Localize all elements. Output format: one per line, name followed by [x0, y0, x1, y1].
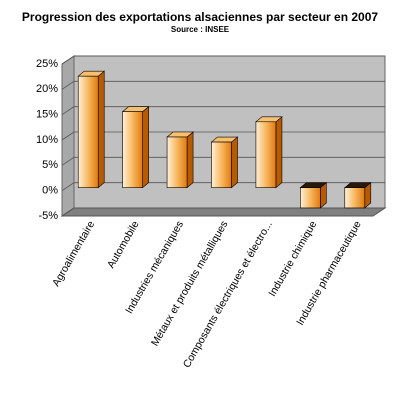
y-tick-label: -5% [38, 210, 58, 222]
chart-title: Progression des exportations alsaciennes… [22, 10, 378, 24]
grid-line [61, 207, 385, 217]
grid-line [61, 106, 385, 115]
bar [77, 75, 99, 188]
y-tick-label: 15% [36, 109, 58, 121]
bar-side [231, 136, 238, 189]
bar-side [97, 70, 105, 189]
y-tick-label: 25% [36, 58, 58, 70]
floor [60, 207, 387, 217]
x-tick-label: Métaux et produits métalliques [149, 219, 231, 348]
bar [300, 187, 321, 209]
bar [122, 111, 143, 188]
bar [166, 136, 188, 188]
y-tick-label: 10% [36, 134, 58, 146]
grid-line [61, 80, 385, 90]
bar [255, 121, 277, 188]
y-tick-label: 0% [42, 185, 58, 197]
bar [344, 187, 366, 209]
x-tick-label: Composants électriques et électro... [181, 219, 275, 370]
x-tick-label: Agroalimentaire [50, 219, 97, 289]
grid-line [61, 55, 385, 65]
chart-subtitle: Source : INSEE [171, 25, 230, 34]
bar [211, 141, 232, 188]
bar-side [142, 106, 149, 189]
x-tick-label: Automobile [105, 219, 142, 271]
y-tick-label: 5% [42, 159, 58, 171]
bar-side [275, 116, 283, 189]
bar-side [186, 131, 194, 189]
y-tick-label: 20% [36, 83, 58, 95]
x-tick-label: Industrie chimique [266, 219, 319, 299]
